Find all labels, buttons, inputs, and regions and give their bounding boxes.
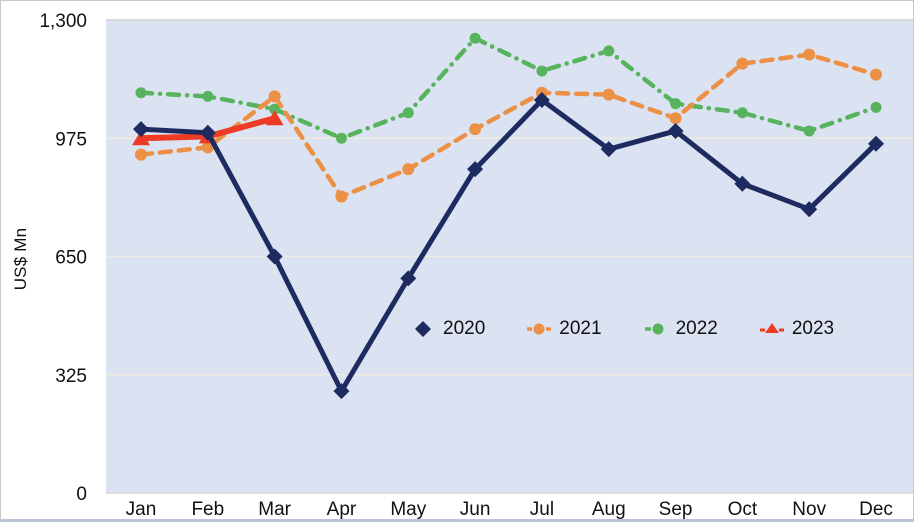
marker-2020-Jun (467, 161, 484, 178)
legend-item-2023: 2023 (759, 318, 835, 340)
marker-2020-Feb (199, 124, 216, 141)
marker-2020-Oct (734, 175, 751, 192)
legend-marker-2023 (759, 323, 784, 333)
marker-2021-Oct (736, 57, 749, 70)
marker-2021-Feb (201, 141, 214, 154)
x-tick-label: Nov (792, 499, 826, 520)
marker-2021-May (402, 163, 415, 176)
marker-2020-Jan (133, 121, 149, 138)
marker-2022-Dec (870, 101, 882, 113)
marker-2022-Nov (803, 125, 815, 137)
marker-2022-Oct (736, 107, 748, 119)
y-axis-title: US$ Mn (11, 227, 30, 291)
x-tick-label: Jul (530, 499, 554, 520)
marker-2021-Aug (602, 88, 615, 101)
marker-2022-Jun (469, 32, 481, 44)
chart-legend: 2020 2021 2022 2023 (411, 318, 834, 340)
x-tick-label: Jun (460, 499, 491, 520)
marker-2020-Jul (533, 92, 550, 109)
legend-marker-2020 (415, 321, 431, 337)
legend-item-2020: 2020 (411, 318, 485, 340)
marker-2022-Aug (603, 45, 615, 57)
marker-2021-Jan (135, 148, 147, 161)
marker-2021-Mar (268, 90, 281, 103)
x-tick-label: Oct (728, 499, 758, 520)
marker-2020-Mar (266, 248, 283, 265)
x-tick-label: Feb (191, 499, 224, 520)
x-tick-label: May (390, 499, 426, 520)
y-tick-label: 975 (55, 129, 87, 150)
marker-2022-Jul (536, 65, 548, 77)
series-line-2020 (138, 97, 879, 394)
legend-marker-2021 (527, 323, 552, 335)
marker-2021-Apr (335, 190, 348, 203)
x-tick-label: Dec (859, 499, 893, 520)
x-tick-label: Apr (327, 499, 357, 520)
marker-2021-Nov (803, 48, 816, 61)
y-tick-label: 650 (55, 248, 87, 269)
marker-2020-Dec (868, 135, 885, 152)
marker-2022-Sep (670, 98, 682, 110)
marker-2023-Jan (132, 130, 150, 146)
x-tick-label: Aug (592, 499, 626, 520)
x-tick-label: Sep (659, 499, 693, 520)
marker-2020-Apr (333, 383, 350, 400)
marker-2020-May (400, 270, 417, 287)
marker-2022-Mar (269, 103, 281, 115)
legend-item-2021: 2021 (527, 318, 602, 340)
series-line-2021 (138, 52, 879, 199)
x-tick-label: Jan (126, 499, 157, 520)
marker-2020-Aug (600, 141, 617, 158)
legend-label-2020: 2020 (443, 318, 486, 339)
marker-2021-Jun (469, 123, 482, 136)
legend-label-2021: 2021 (559, 318, 602, 339)
marker-2022-May (402, 107, 414, 119)
marker-2020-Nov (801, 201, 818, 218)
marker-2021-Sep (669, 112, 682, 125)
legend-label-2023: 2023 (791, 318, 835, 339)
y-tick-label: 325 (55, 366, 87, 387)
marker-2022-Feb (202, 90, 214, 102)
marker-2021-Dec (870, 68, 883, 81)
legend-item-2022: 2022 (644, 318, 718, 340)
legend-label-2022: 2022 (675, 318, 718, 339)
marker-2023-Mar (265, 110, 284, 126)
legend-marker-2022 (644, 323, 664, 335)
marker-2022-Apr (335, 132, 347, 144)
marker-2022-Jan (135, 87, 147, 99)
y-tick-label: 1,300 (39, 11, 87, 32)
y-tick-label: 0 (76, 484, 87, 505)
marker-2020-Sep (667, 122, 684, 139)
x-tick-label: Mar (258, 499, 291, 520)
series-line-2022 (138, 35, 879, 141)
